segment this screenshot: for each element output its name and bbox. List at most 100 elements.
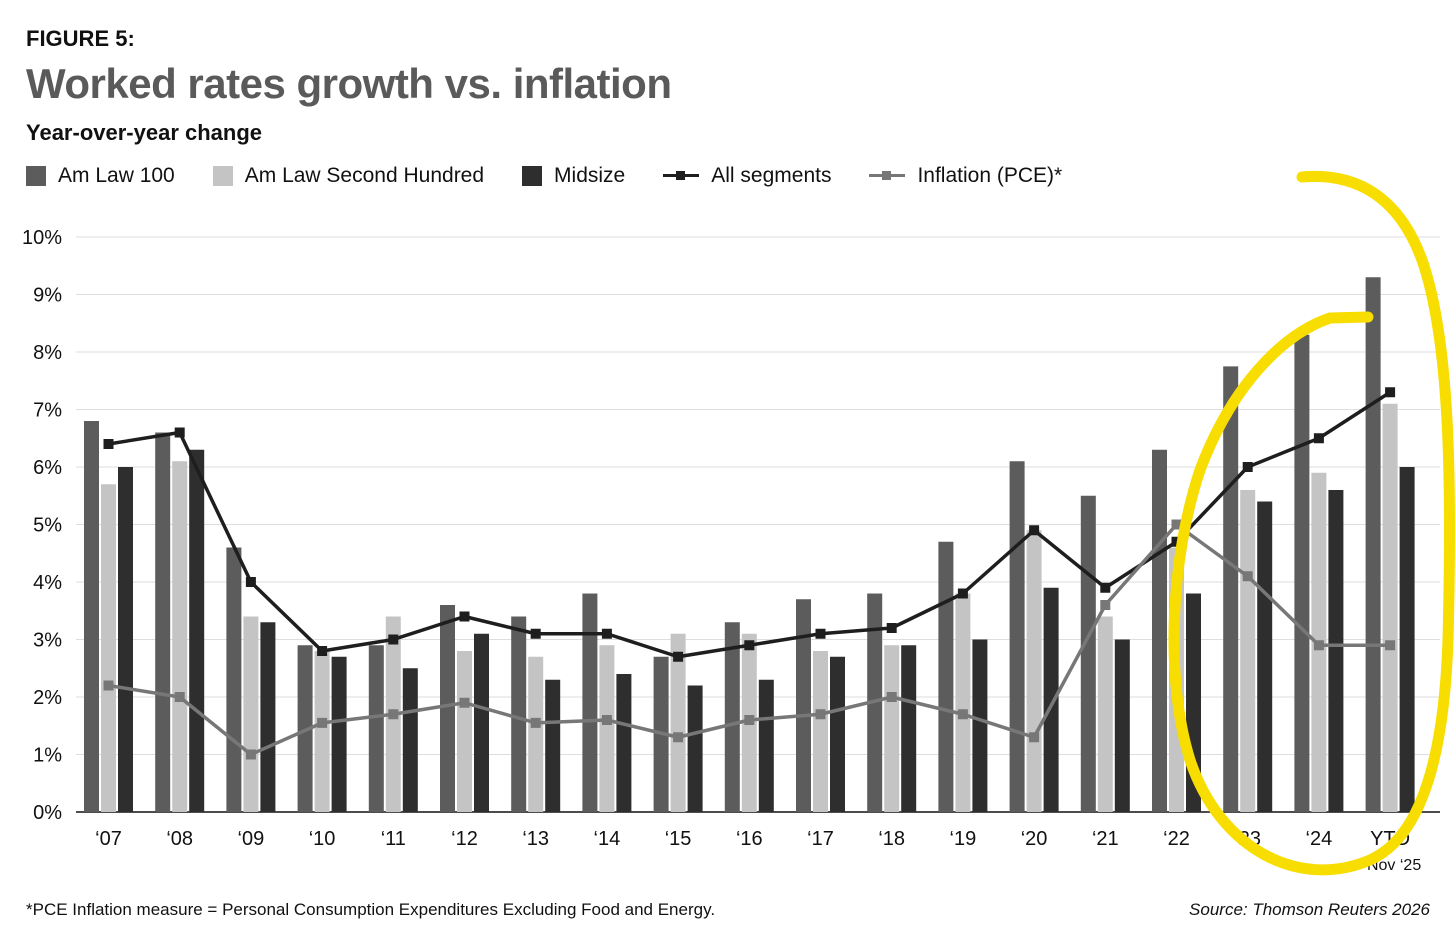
bar-am-law-100 (938, 541, 954, 812)
bar-am-law-second-hundred (813, 651, 828, 812)
y-tick-label: 5% (33, 515, 62, 537)
point-all-segments (1313, 433, 1324, 444)
point-all-segments (673, 651, 684, 662)
x-tick-label: ‘21 (1092, 828, 1119, 850)
point-inflation (815, 709, 826, 720)
footnote: *PCE Inflation measure = Personal Consum… (26, 900, 716, 919)
bar-am-law-100 (582, 593, 598, 812)
legend-label-am-law-second-hundred: Am Law Second Hundred (244, 164, 485, 187)
bar-midsize (1399, 467, 1415, 812)
x-tick-label: ‘15 (665, 828, 692, 850)
bar-am-law-100 (724, 622, 740, 812)
bar-am-law-second-hundred (314, 651, 330, 812)
x-tick-label: ‘19 (950, 828, 977, 850)
legend-swatch-am-law-100 (26, 166, 46, 186)
point-inflation (1029, 732, 1040, 743)
bar-am-law-100 (1080, 495, 1096, 812)
bars (84, 277, 1415, 812)
bar-am-law-100 (796, 599, 811, 812)
legend-label-inflation: Inflation (PCE)* (917, 164, 1063, 187)
source-credit: Source: Thomson Reuters 2026 (1189, 900, 1430, 919)
bar-am-law-100 (511, 616, 527, 812)
bar-am-law-100 (1365, 277, 1381, 812)
bar-midsize (830, 656, 845, 812)
bar-midsize (1257, 501, 1273, 812)
x-tick-label: ‘16 (736, 828, 763, 850)
y-tick-label: 1% (33, 745, 62, 767)
x-tick-label: ‘20 (1021, 828, 1048, 850)
bar-am-law-100 (1009, 461, 1025, 812)
x-tick-label: ‘08 (166, 828, 193, 850)
bar-midsize (972, 639, 988, 812)
bar-am-law-100 (1294, 334, 1310, 812)
x-tick-label: ‘12 (451, 828, 478, 850)
bar-midsize (331, 656, 347, 812)
point-all-segments (1242, 462, 1253, 472)
bar-am-law-100 (440, 605, 455, 812)
point-all-segments (530, 628, 541, 639)
bar-am-law-second-hundred (457, 651, 472, 812)
bar-am-law-100 (155, 432, 171, 812)
point-all-segments (1171, 536, 1182, 547)
bar-am-law-second-hundred (1026, 530, 1042, 812)
bar-am-law-100 (368, 645, 384, 812)
y-tick-label: 9% (33, 285, 62, 307)
bar-am-law-second-hundred (528, 656, 544, 812)
legend-item-midsize: Midsize (522, 164, 625, 188)
y-tick-label: 8% (33, 342, 62, 364)
point-all-segments (103, 439, 114, 449)
y-tick-label: 0% (33, 802, 62, 824)
point-all-segments (1385, 387, 1396, 398)
point-inflation (1100, 600, 1111, 610)
bar-midsize (758, 679, 774, 812)
bar-midsize (402, 668, 418, 812)
x-tick-sublabel: Nov ‘25 (1367, 857, 1421, 874)
x-tick-label: ‘14 (594, 828, 621, 850)
point-all-segments (459, 611, 470, 622)
point-all-segments (1029, 525, 1040, 536)
point-inflation (317, 717, 328, 728)
point-all-segments (957, 588, 968, 599)
bar-midsize (1328, 490, 1344, 812)
bar-am-law-100 (84, 421, 99, 812)
y-tick-label: 3% (33, 630, 62, 652)
bar-am-law-second-hundred (172, 461, 188, 812)
legend-item-am-law-second-hundred: Am Law Second Hundred (212, 164, 485, 188)
point-inflation (388, 709, 399, 720)
point-all-segments (744, 640, 755, 651)
x-tick-label: ‘09 (238, 828, 265, 850)
point-inflation (245, 749, 256, 760)
point-all-segments (317, 646, 328, 656)
y-tick-label: 10% (22, 227, 62, 249)
point-inflation (459, 697, 470, 708)
point-all-segments (601, 628, 612, 639)
highlight-annotation (1168, 170, 1456, 876)
x-tick-label: ‘13 (522, 828, 549, 850)
point-all-segments (886, 623, 897, 633)
point-all-segments (388, 634, 399, 645)
bar-am-law-second-hundred (243, 616, 259, 812)
bar-am-law-second-hundred (884, 645, 900, 812)
x-tick-label: ‘10 (309, 828, 336, 850)
bar-am-law-second-hundred (1240, 490, 1256, 812)
bar-am-law-second-hundred (1097, 616, 1113, 812)
bar-midsize (1114, 639, 1130, 812)
bar-midsize (545, 679, 561, 812)
point-all-segments (1100, 582, 1111, 593)
point-inflation (1385, 640, 1396, 651)
x-tick-label: ‘18 (878, 828, 905, 850)
point-inflation (1171, 519, 1182, 530)
point-inflation (530, 717, 541, 728)
bar-midsize (1043, 587, 1059, 812)
legend-label-am-law-100: Am Law 100 (58, 164, 175, 187)
legend-swatch-midsize (522, 166, 543, 186)
point-inflation (886, 692, 897, 702)
bar-am-law-second-hundred (1382, 403, 1398, 812)
legend: Am Law 100 Am Law Second Hundred Midsize… (26, 162, 1100, 190)
y-tick-label: 4% (33, 572, 62, 594)
point-inflation (174, 692, 185, 702)
point-inflation (601, 715, 612, 725)
bar-am-law-100 (226, 547, 242, 812)
y-tick-label: 2% (33, 687, 62, 709)
